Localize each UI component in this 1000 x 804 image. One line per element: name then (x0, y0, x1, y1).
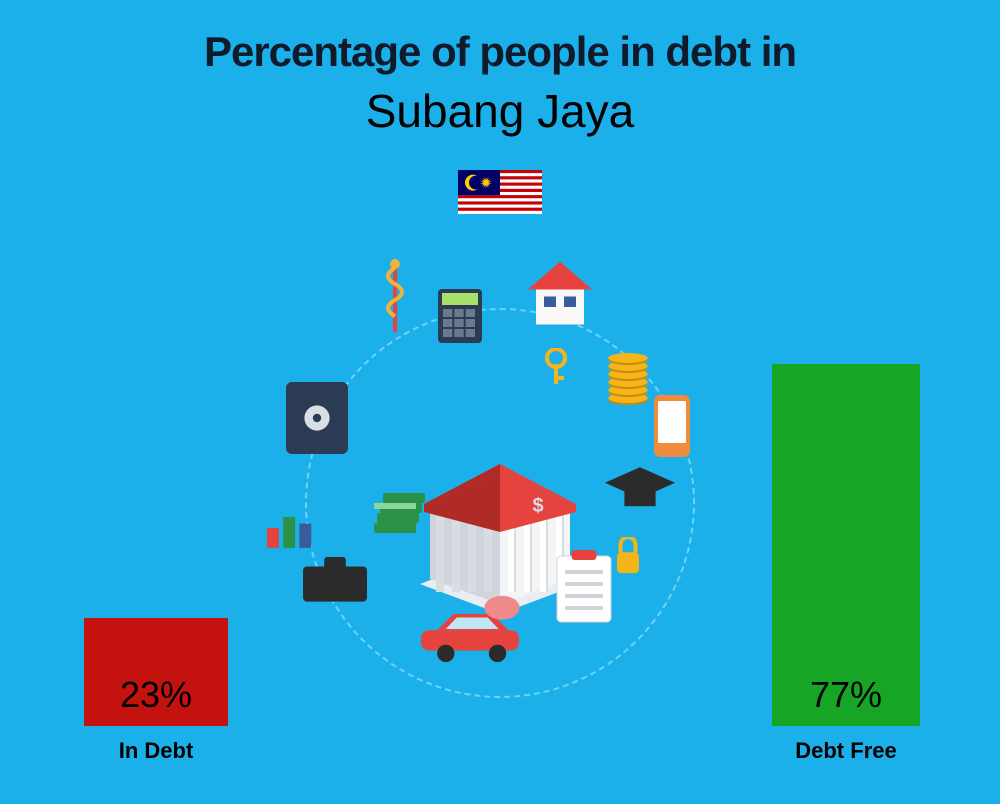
bar-label-debt_free: Debt Free (772, 738, 920, 764)
bar-value-debt_free: 77% (772, 674, 920, 716)
bar-label-in_debt: In Debt (84, 738, 228, 764)
bar-debt_free: 77% (772, 364, 920, 726)
bar-value-in_debt: 23% (84, 674, 228, 716)
bar-in_debt: 23% (84, 618, 228, 726)
bar-chart: 23% 77% (0, 28, 1000, 726)
